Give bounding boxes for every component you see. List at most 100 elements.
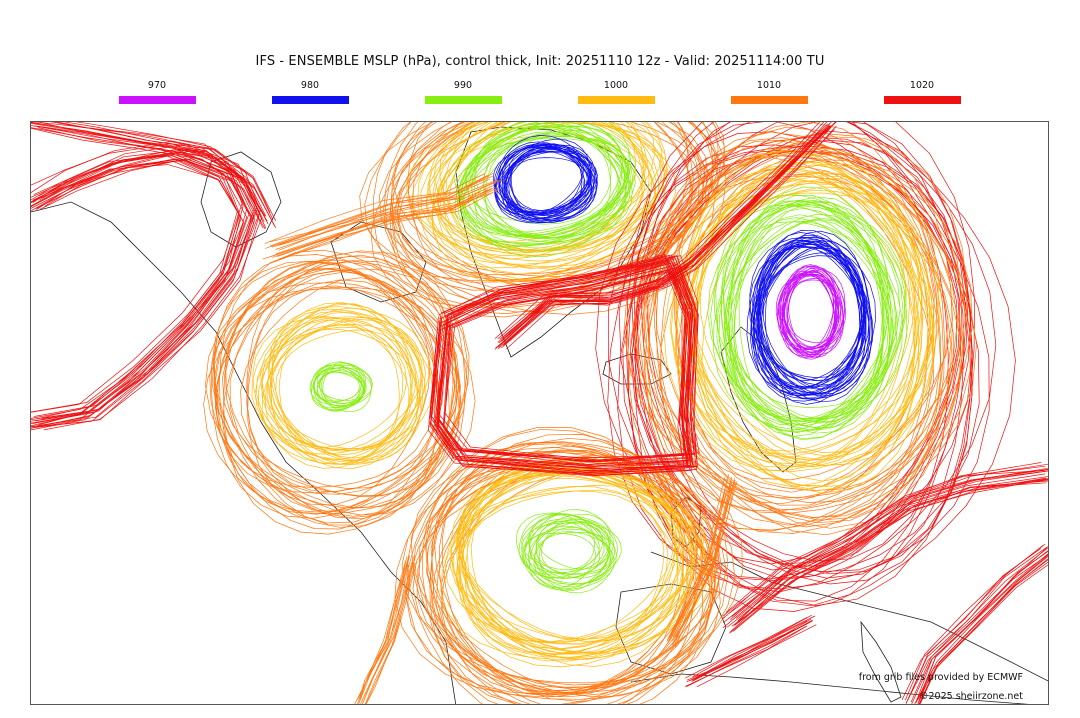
isobar-990: [529, 509, 618, 576]
isobar-1020: [731, 470, 1048, 617]
isobar-1000: [264, 319, 410, 455]
isobar-1020: [31, 122, 267, 221]
isobar-1000: [456, 472, 681, 645]
legend-item-980: 980: [271, 80, 349, 104]
isobar-980: [492, 143, 584, 216]
isobar-1020: [722, 477, 1047, 629]
isobar-1000: [412, 122, 650, 262]
legend-item-1000: 1000: [577, 80, 655, 104]
isobar-1000: [438, 122, 653, 252]
isobar-990: [727, 199, 897, 421]
isobar-990: [319, 363, 366, 401]
isobar-980: [754, 240, 870, 397]
isobar-1020: [499, 122, 828, 340]
isobar-1000: [694, 168, 924, 458]
isobar-1000: [456, 469, 691, 655]
isobar-1000: [432, 122, 645, 242]
isobar-1010: [269, 175, 489, 247]
isobar-980: [746, 230, 870, 395]
isobar-1000: [463, 466, 694, 650]
isobar-990: [539, 531, 613, 588]
isobar-1000: [270, 311, 434, 465]
isobar-1020: [494, 122, 821, 339]
isobar-980: [758, 245, 867, 395]
isobar-1000: [663, 164, 920, 488]
isobar-1000: [440, 472, 684, 660]
legend-label: 970: [147, 80, 167, 91]
isobar-1010: [623, 147, 937, 528]
isobar-1020: [729, 482, 1047, 633]
isobar-1020: [32, 158, 255, 428]
isobar-1000: [406, 122, 644, 256]
isobar-990: [729, 217, 889, 426]
isobar-1020: [444, 255, 700, 461]
isobar-1010: [278, 175, 494, 245]
isobar-990: [528, 514, 614, 579]
isobar-1010: [354, 560, 407, 704]
isobar-1010: [636, 148, 942, 518]
isobar-990: [533, 527, 612, 585]
legend-swatch: [883, 96, 961, 104]
legend-item-1010: 1010: [730, 80, 808, 104]
isobar-1020: [608, 136, 967, 607]
isobar-1000: [683, 154, 935, 466]
isobar-990: [462, 122, 636, 246]
isobar-980: [505, 157, 590, 223]
isobar-1020: [31, 143, 243, 413]
isobar-1000: [683, 183, 907, 461]
isobar-1010: [673, 154, 953, 493]
legend-label: 1000: [603, 80, 629, 91]
isobar-1020: [618, 146, 972, 602]
legend-swatch: [730, 96, 808, 104]
isobar-1000: [425, 122, 660, 257]
isobar-1010: [670, 474, 730, 636]
isobar-1020: [722, 470, 1045, 620]
isobar-990: [713, 201, 889, 428]
isobar-1010: [213, 259, 470, 524]
isobar-1000: [670, 172, 923, 491]
legend-label: 980: [300, 80, 320, 91]
isobar-1010: [364, 563, 414, 704]
isobar-1020: [696, 624, 817, 688]
isobar-1010: [425, 441, 743, 704]
isobar-1010: [648, 142, 941, 491]
isobar-1000: [252, 317, 416, 469]
isobar-990: [518, 513, 600, 575]
isobar-1020: [692, 614, 812, 678]
isobar-1000: [431, 122, 677, 281]
isobar-1010: [274, 188, 500, 262]
isobar-970: [777, 266, 838, 351]
isobar-990: [730, 199, 901, 423]
isobar-990: [311, 367, 364, 410]
isobar-1020: [917, 553, 1048, 704]
isobar-1010: [672, 481, 737, 646]
isobar-1020: [50, 122, 262, 219]
pressure-map: [31, 122, 1048, 704]
isobar-980: [498, 138, 592, 214]
isobar-970: [778, 273, 840, 360]
isobar-1010: [360, 562, 413, 704]
isobar-1010: [397, 122, 694, 277]
legend-swatch: [577, 96, 655, 104]
isobar-1020: [905, 547, 1047, 704]
isobar-1010: [246, 267, 460, 493]
isobar-980: [504, 147, 597, 220]
isobar-1010: [210, 260, 456, 519]
isobar-1020: [910, 546, 1048, 703]
isobar-1010: [407, 122, 725, 283]
isobar-990: [537, 513, 611, 570]
isobar-1010: [430, 463, 702, 695]
isobar-1010: [219, 249, 468, 513]
legend-item-990: 990: [424, 80, 502, 104]
isobar-1010: [246, 285, 462, 513]
isobar-1020: [911, 554, 1048, 704]
isobar-1010: [359, 556, 408, 702]
isobar-1010: [633, 132, 953, 521]
isobar-990: [721, 194, 904, 433]
isobar-1000: [279, 328, 419, 461]
isobar-990: [454, 125, 628, 248]
isobar-1020: [497, 122, 825, 340]
isobar-1010: [240, 277, 450, 497]
isobar-1000: [675, 161, 940, 487]
isobar-980: [751, 230, 873, 397]
